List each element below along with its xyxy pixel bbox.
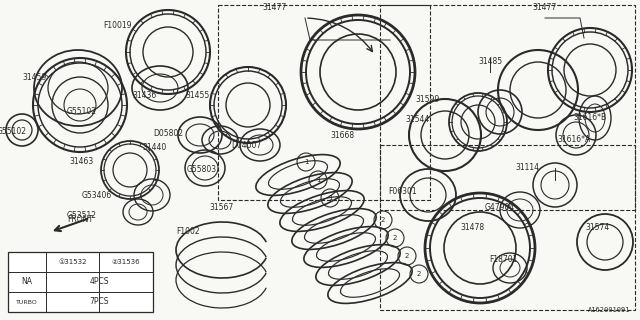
- Text: 31616*B: 31616*B: [573, 114, 607, 123]
- Text: 31599: 31599: [416, 95, 440, 105]
- Text: 4PCS: 4PCS: [90, 277, 109, 286]
- Text: 31616*A: 31616*A: [557, 135, 591, 145]
- Text: ①31532: ①31532: [58, 259, 87, 265]
- Text: 31440: 31440: [143, 143, 167, 153]
- Text: 31478: 31478: [460, 223, 484, 233]
- Text: D04007: D04007: [231, 140, 261, 149]
- Bar: [218, 5, 430, 200]
- Text: 31477: 31477: [263, 4, 287, 12]
- Bar: [380, 145, 635, 310]
- Bar: [380, 5, 635, 210]
- Text: 31463: 31463: [70, 157, 94, 166]
- Text: TURBO: TURBO: [16, 300, 38, 305]
- Text: D05802: D05802: [153, 129, 183, 138]
- Text: 31436: 31436: [133, 91, 157, 100]
- Text: 31668: 31668: [330, 131, 354, 140]
- Text: G55803: G55803: [187, 165, 217, 174]
- Bar: [8, 252, 153, 312]
- Text: 2: 2: [417, 271, 421, 277]
- Text: 31455: 31455: [186, 91, 210, 100]
- Text: A162001091: A162001091: [588, 307, 630, 313]
- Text: 7PCS: 7PCS: [90, 298, 109, 307]
- Text: F1002: F1002: [176, 228, 200, 236]
- Text: G47904: G47904: [485, 204, 515, 212]
- Text: F18701: F18701: [489, 255, 517, 265]
- Text: G55102: G55102: [67, 108, 97, 116]
- Text: F10019: F10019: [104, 20, 132, 29]
- Text: 31459: 31459: [23, 74, 47, 83]
- Text: G53406: G53406: [82, 191, 112, 201]
- Text: 1: 1: [328, 195, 332, 201]
- Text: 2: 2: [381, 217, 385, 223]
- Text: 2: 2: [405, 253, 409, 259]
- Text: NA: NA: [22, 277, 33, 286]
- Text: 1: 1: [316, 177, 320, 183]
- Text: FRONT: FRONT: [67, 215, 93, 225]
- Text: 1: 1: [304, 159, 308, 165]
- Text: ②31536: ②31536: [112, 259, 140, 265]
- Text: 31477: 31477: [533, 4, 557, 12]
- Text: 31567: 31567: [210, 204, 234, 212]
- Text: G53512: G53512: [67, 211, 97, 220]
- Text: 31544: 31544: [406, 116, 430, 124]
- Text: F06301: F06301: [388, 188, 417, 196]
- Text: G55102: G55102: [0, 127, 27, 137]
- Text: 31485: 31485: [478, 58, 502, 67]
- Text: 2: 2: [393, 235, 397, 241]
- Text: 31574: 31574: [586, 223, 610, 233]
- Text: 31114: 31114: [515, 164, 539, 172]
